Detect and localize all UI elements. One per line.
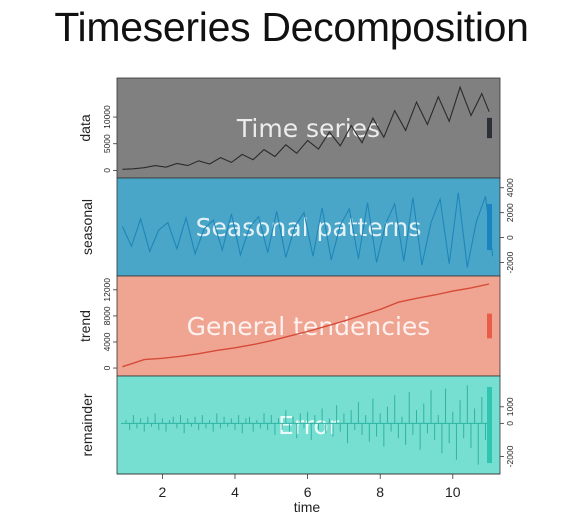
data-y-tick-label: 10000 [102, 105, 112, 129]
x-tick-label: 6 [304, 484, 312, 500]
data-scale-bar [487, 117, 492, 139]
panel-seasonal: Seasonal patterns -2000 0 2000 4000 seasonal [79, 177, 515, 277]
remainder-background [116, 375, 501, 475]
x-axis: 2 4 6 8 10 [117, 473, 500, 500]
panel-remainder: Error -2000 0 1000 remainder [79, 375, 515, 475]
seasonal-y-tick-label: 2000 [505, 203, 515, 222]
x-tick-label: 8 [376, 484, 384, 500]
remainder-y-tick-label: 1000 [505, 397, 515, 416]
trend-scale-bar [487, 313, 492, 339]
seasonal-scale-bar [487, 203, 492, 251]
seasonal-background [116, 177, 501, 277]
seasonal-y-tick-label: 0 [505, 235, 515, 240]
trend-y-tick-label: 12000 [102, 278, 112, 302]
seasonal-series-line [121, 192, 494, 268]
x-axis-label: time [294, 499, 321, 515]
trend-y-tick-label: 0 [102, 365, 112, 370]
seasonal-axis-name: seasonal [79, 199, 95, 255]
trend-background [116, 275, 501, 377]
data-axis-name: data [77, 114, 93, 141]
trend-y-tick-label: 8000 [102, 306, 112, 325]
seasonal-y-tick-label: -2000 [505, 251, 515, 273]
data-background [116, 77, 501, 179]
remainder-axis-name: remainder [79, 393, 95, 456]
remainder-overlay-label: Error [278, 411, 340, 440]
trend-overlay-label: General tendencies [187, 312, 431, 341]
remainder-y-tick-label: 0 [505, 421, 515, 426]
seasonal-overlay-label: Seasonal patterns [196, 213, 422, 242]
x-tick-label: 4 [231, 484, 239, 500]
trend-axis-name: trend [77, 310, 93, 342]
panel-data: Time series 0 5000 10000 data [77, 77, 501, 179]
remainder-y-tick-label: -2000 [505, 445, 515, 467]
data-overlay-label: Time series [236, 114, 380, 143]
data-y-tick-label: 0 [102, 168, 112, 173]
x-tick-label: 2 [158, 484, 166, 500]
chart-title: Timeseries Decomposition [54, 4, 529, 50]
data-y-tick-label: 5000 [102, 134, 112, 153]
data-series-line [122, 85, 490, 170]
remainder-scale-bar [487, 386, 492, 464]
panel-trend: General tendencies 0 4000 8000 12000 trend [77, 275, 501, 377]
trend-series-line [122, 283, 490, 368]
trend-y-tick-label: 4000 [102, 332, 112, 351]
x-tick-label: 10 [445, 484, 461, 500]
seasonal-y-tick-label: 4000 [505, 178, 515, 197]
